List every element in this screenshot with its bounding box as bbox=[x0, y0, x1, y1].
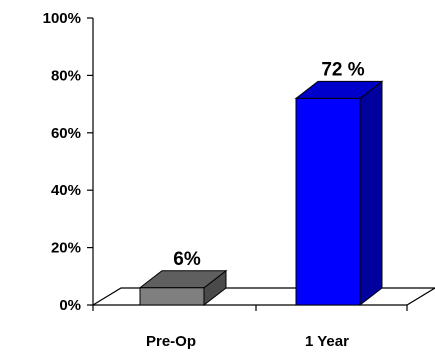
x-tick-label: Pre-Op bbox=[146, 333, 196, 350]
labels: 6% Pre-Op 72 % 1 Year bbox=[146, 59, 365, 350]
bar-front bbox=[295, 97, 361, 306]
data-label: 6% bbox=[173, 249, 201, 270]
y-tick-label: 20% bbox=[51, 240, 81, 257]
data-label: 72 % bbox=[321, 59, 364, 80]
y-tick-label: 80% bbox=[51, 67, 81, 84]
y-tick-label: 40% bbox=[51, 182, 81, 199]
bar-1-year bbox=[294, 80, 384, 307]
bar-front bbox=[139, 287, 205, 306]
bar-side bbox=[359, 80, 383, 307]
y-tick-label: 0% bbox=[59, 297, 81, 314]
bar-pre-op bbox=[138, 269, 228, 307]
y-tick-label: 60% bbox=[51, 125, 81, 142]
y-axis: 0% 20% 40% 60% 80% 100% bbox=[43, 10, 94, 314]
x-tick-label: 1 Year bbox=[305, 333, 349, 350]
y-tick-label: 100% bbox=[43, 10, 81, 27]
bars bbox=[138, 80, 384, 307]
